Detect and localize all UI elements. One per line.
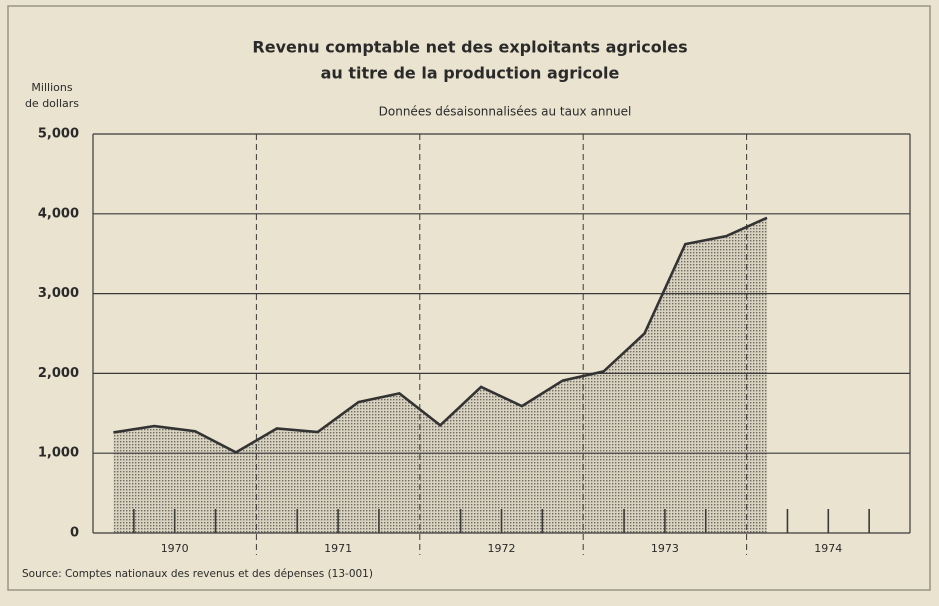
y-tick-label: 4,000 — [38, 206, 79, 221]
x-group-label: 1970 — [161, 542, 189, 555]
y-tick-label: 5,000 — [38, 127, 79, 142]
area — [113, 217, 768, 534]
x-group-label: 1973 — [651, 542, 679, 555]
x-group-label: 1971 — [324, 542, 352, 555]
frame — [7, 5, 931, 591]
y-axis-label: de dollars — [25, 97, 79, 110]
chart-title: Revenu comptable net des exploitants agr… — [252, 38, 687, 57]
source: Source: Comptes nationaux des revenus et… — [22, 568, 373, 580]
y-tick-label: 2,000 — [38, 366, 79, 381]
y-tick-label: 1,000 — [38, 446, 79, 461]
line — [113, 216, 768, 454]
y-axis-label: Millions — [31, 81, 72, 94]
subtitle: Données désaisonnalisées au taux annuel — [379, 105, 632, 119]
x-group-label: 1974 — [814, 542, 842, 555]
chart-title: au titre de la production agricole — [321, 64, 620, 83]
y-tick-label: 3,000 — [38, 286, 79, 301]
x-group-label: 1972 — [488, 542, 516, 555]
y-tick-label: 0 — [70, 526, 79, 541]
